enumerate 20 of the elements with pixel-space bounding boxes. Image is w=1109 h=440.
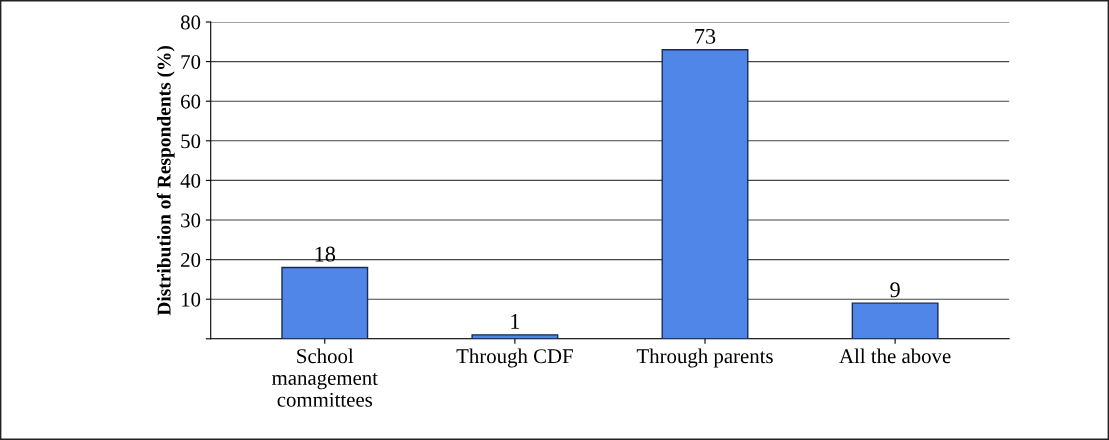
bar (281, 266, 369, 339)
y-tick-label: 60 (181, 94, 201, 109)
data-label: 18 (315, 246, 336, 262)
data-label: 1 (511, 314, 520, 329)
y-tick-label: 80 (180, 15, 201, 30)
data-label: 73 (695, 28, 716, 44)
bar (851, 302, 939, 339)
y-tick-label: 20 (181, 252, 201, 268)
y-axis-title: Distribution of Respondents (%) (156, 45, 175, 316)
data-label: 9 (890, 282, 900, 298)
y-tick-label: 50 (181, 134, 201, 149)
y-tick-label: 40 (180, 173, 201, 188)
x-tick-label: Through CDF (456, 348, 573, 368)
y-tick-label: 30 (181, 213, 201, 228)
x-tick-label: School management committees (272, 348, 378, 407)
y-tick-label: 70 (181, 54, 201, 70)
x-tick-label: Through parents (636, 348, 773, 368)
bar (661, 49, 749, 339)
x-tick-label: All the above (839, 348, 951, 364)
y-tick-label: 10 (181, 292, 201, 307)
